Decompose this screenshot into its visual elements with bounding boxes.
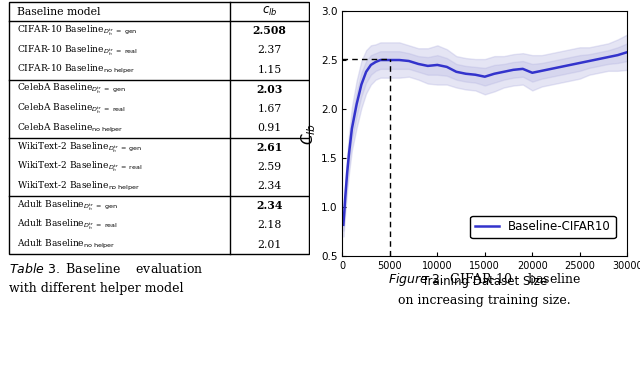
Baseline-CIFAR10 (340, 210, 348, 214)
Baseline-CIFAR10 (381, 58, 389, 62)
Baseline-CIFAR10 (623, 50, 631, 55)
Baseline-CIFAR10 (376, 58, 384, 62)
Text: $\mathit{c}_{lb}$: $\mathit{c}_{lb}$ (262, 5, 277, 18)
Text: 2.37: 2.37 (257, 45, 282, 55)
Baseline-CIFAR10 (500, 70, 508, 74)
Baseline-CIFAR10 (358, 82, 365, 87)
Text: WikiText-2 Baseline$_{D_h^{\rm tr}\ =\ {\rm gen}}$: WikiText-2 Baseline$_{D_h^{\rm tr}\ =\ {… (17, 141, 143, 155)
Text: 2.34: 2.34 (257, 182, 282, 191)
Text: WikiText-2 Baseline$_{{\rm no\ helper}}$: WikiText-2 Baseline$_{{\rm no\ helper}}$ (17, 180, 140, 193)
Baseline-CIFAR10 (339, 223, 347, 227)
Baseline-CIFAR10 (538, 68, 545, 73)
Text: $\it{Figure\ 2.}$ CIFAR-10    baseline
on increasing training size.: $\it{Figure\ 2.}$ CIFAR-10 baseline on i… (388, 271, 582, 307)
Bar (10, 2, 309, 254)
Baseline-CIFAR10 (547, 67, 555, 71)
Baseline-CIFAR10 (595, 57, 603, 61)
Text: Adult Baseline$_{D_h^{\rm tr}\ =\ {\rm real}}$: Adult Baseline$_{D_h^{\rm tr}\ =\ {\rm r… (17, 218, 118, 232)
Text: 2.18: 2.18 (257, 220, 282, 230)
Baseline-CIFAR10 (481, 75, 489, 79)
Text: 1.67: 1.67 (257, 104, 282, 114)
Baseline-CIFAR10 (386, 58, 394, 62)
Text: 1.15: 1.15 (257, 65, 282, 75)
Legend: Baseline-CIFAR10: Baseline-CIFAR10 (470, 216, 616, 238)
Baseline-CIFAR10 (343, 171, 351, 175)
Baseline-CIFAR10 (509, 68, 517, 72)
Text: CIFAR-10 Baseline$_{{\rm no\ helper}}$: CIFAR-10 Baseline$_{{\rm no\ helper}}$ (17, 63, 135, 76)
Text: CIFAR-10 Baseline$_{D_h^{\rm tr}\ =\ {\rm real}}$: CIFAR-10 Baseline$_{D_h^{\rm tr}\ =\ {\r… (17, 43, 138, 57)
X-axis label: Training Dataset Size: Training Dataset Size (422, 275, 547, 288)
Text: Baseline model: Baseline model (17, 7, 100, 16)
Text: CelebA Baseline$_{{\rm no\ helper}}$: CelebA Baseline$_{{\rm no\ helper}}$ (17, 122, 124, 135)
Text: 2.508: 2.508 (252, 26, 286, 37)
Baseline-CIFAR10 (490, 72, 498, 76)
Baseline-CIFAR10 (443, 65, 451, 69)
Baseline-CIFAR10 (348, 127, 356, 131)
Text: 2.34: 2.34 (256, 200, 282, 211)
Baseline-CIFAR10 (415, 62, 422, 66)
Baseline-CIFAR10 (367, 63, 375, 67)
Baseline-CIFAR10 (396, 58, 403, 62)
Text: WikiText-2 Baseline$_{D_h^{\rm tr}\ =\ {\rm real}}$: WikiText-2 Baseline$_{D_h^{\rm tr}\ =\ {… (17, 160, 143, 174)
Text: 2.61: 2.61 (256, 142, 282, 153)
Baseline-CIFAR10 (557, 65, 564, 69)
Baseline-CIFAR10 (566, 63, 574, 67)
Baseline-CIFAR10 (576, 61, 584, 65)
Baseline-CIFAR10 (424, 64, 432, 68)
Text: CIFAR-10 Baseline$_{D_h^{\rm tr}\ =\ {\rm gen}}$: CIFAR-10 Baseline$_{D_h^{\rm tr}\ =\ {\r… (17, 24, 138, 38)
Y-axis label: $C_{lb}$: $C_{lb}$ (300, 123, 318, 145)
Text: 2.03: 2.03 (256, 84, 282, 95)
Baseline-CIFAR10 (519, 67, 527, 71)
Baseline-CIFAR10 (341, 195, 349, 199)
Baseline-CIFAR10 (462, 72, 470, 76)
Text: Adult Baseline$_{{\rm no\ helper}}$: Adult Baseline$_{{\rm no\ helper}}$ (17, 238, 115, 251)
Baseline-CIFAR10 (345, 151, 353, 156)
Baseline-CIFAR10 (353, 102, 360, 107)
Baseline-CIFAR10 (362, 70, 370, 74)
Baseline-CIFAR10 (433, 63, 441, 67)
Text: 0.91: 0.91 (257, 123, 282, 133)
Baseline-CIFAR10 (529, 71, 536, 75)
Baseline-CIFAR10 (405, 59, 413, 63)
Text: CelebA Baseline$_{D_h^{\rm tr}\ =\ {\rm gen}}$: CelebA Baseline$_{D_h^{\rm tr}\ =\ {\rm … (17, 82, 126, 96)
Text: Adult Baseline$_{D_h^{\rm tr}\ =\ {\rm gen}}$: Adult Baseline$_{D_h^{\rm tr}\ =\ {\rm g… (17, 199, 118, 213)
Line: Baseline-CIFAR10: Baseline-CIFAR10 (343, 52, 627, 225)
Baseline-CIFAR10 (472, 72, 479, 77)
Baseline-CIFAR10 (586, 59, 593, 63)
Baseline-CIFAR10 (452, 70, 460, 74)
Text: CelebA Baseline$_{D_h^{\rm tr}\ =\ {\rm real}}$: CelebA Baseline$_{D_h^{\rm tr}\ =\ {\rm … (17, 101, 126, 116)
Baseline-CIFAR10 (604, 55, 612, 59)
Text: 2.59: 2.59 (257, 162, 282, 172)
Text: $\it{Table\ 3.}$ Baseline    evaluation
with different helper model: $\it{Table\ 3.}$ Baseline evaluation wit… (10, 262, 204, 295)
Text: 2.01: 2.01 (257, 240, 282, 250)
Baseline-CIFAR10 (372, 60, 380, 64)
Baseline-CIFAR10 (614, 53, 621, 57)
